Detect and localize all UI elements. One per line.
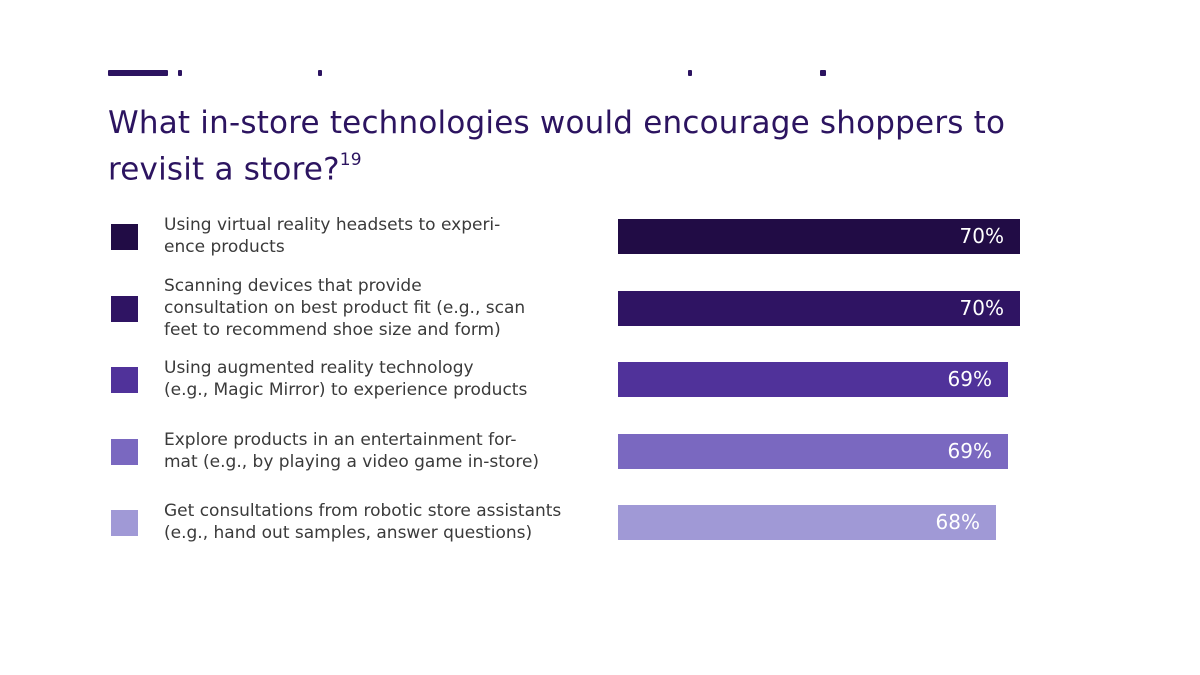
bar-value-label: 70% [959,296,1004,320]
cropped-text-remnant [108,66,828,76]
category-label: Scanning devices that provide consultatio… [164,276,526,340]
bar: 68% [618,505,996,540]
chart-title: What in-store technologies would encoura… [108,103,1068,189]
bar-value-label: 70% [959,224,1004,248]
legend-swatch [111,296,138,322]
bar-value-label: 69% [947,439,992,463]
legend-swatch [111,510,138,536]
bar: 69% [618,362,1008,397]
title-footnote: 19 [339,150,362,170]
bar-value-label: 68% [935,510,980,534]
category-label: Using virtual reality headsets to experi… [164,215,501,257]
bar: 69% [618,434,1008,469]
legend-swatch [111,224,138,250]
bar: 70% [618,219,1020,254]
category-label: Explore products in an entertainment for… [164,430,540,472]
chart-title-text: What in-store technologies would encoura… [108,105,1006,188]
bar-value-label: 69% [947,367,992,391]
legend-swatch [111,367,138,393]
legend-swatch [111,439,138,465]
category-label: Using augmented reality technology (e.g.,… [164,358,528,400]
category-label: Get consultations from robotic store ass… [164,501,562,543]
bar: 70% [618,291,1020,326]
